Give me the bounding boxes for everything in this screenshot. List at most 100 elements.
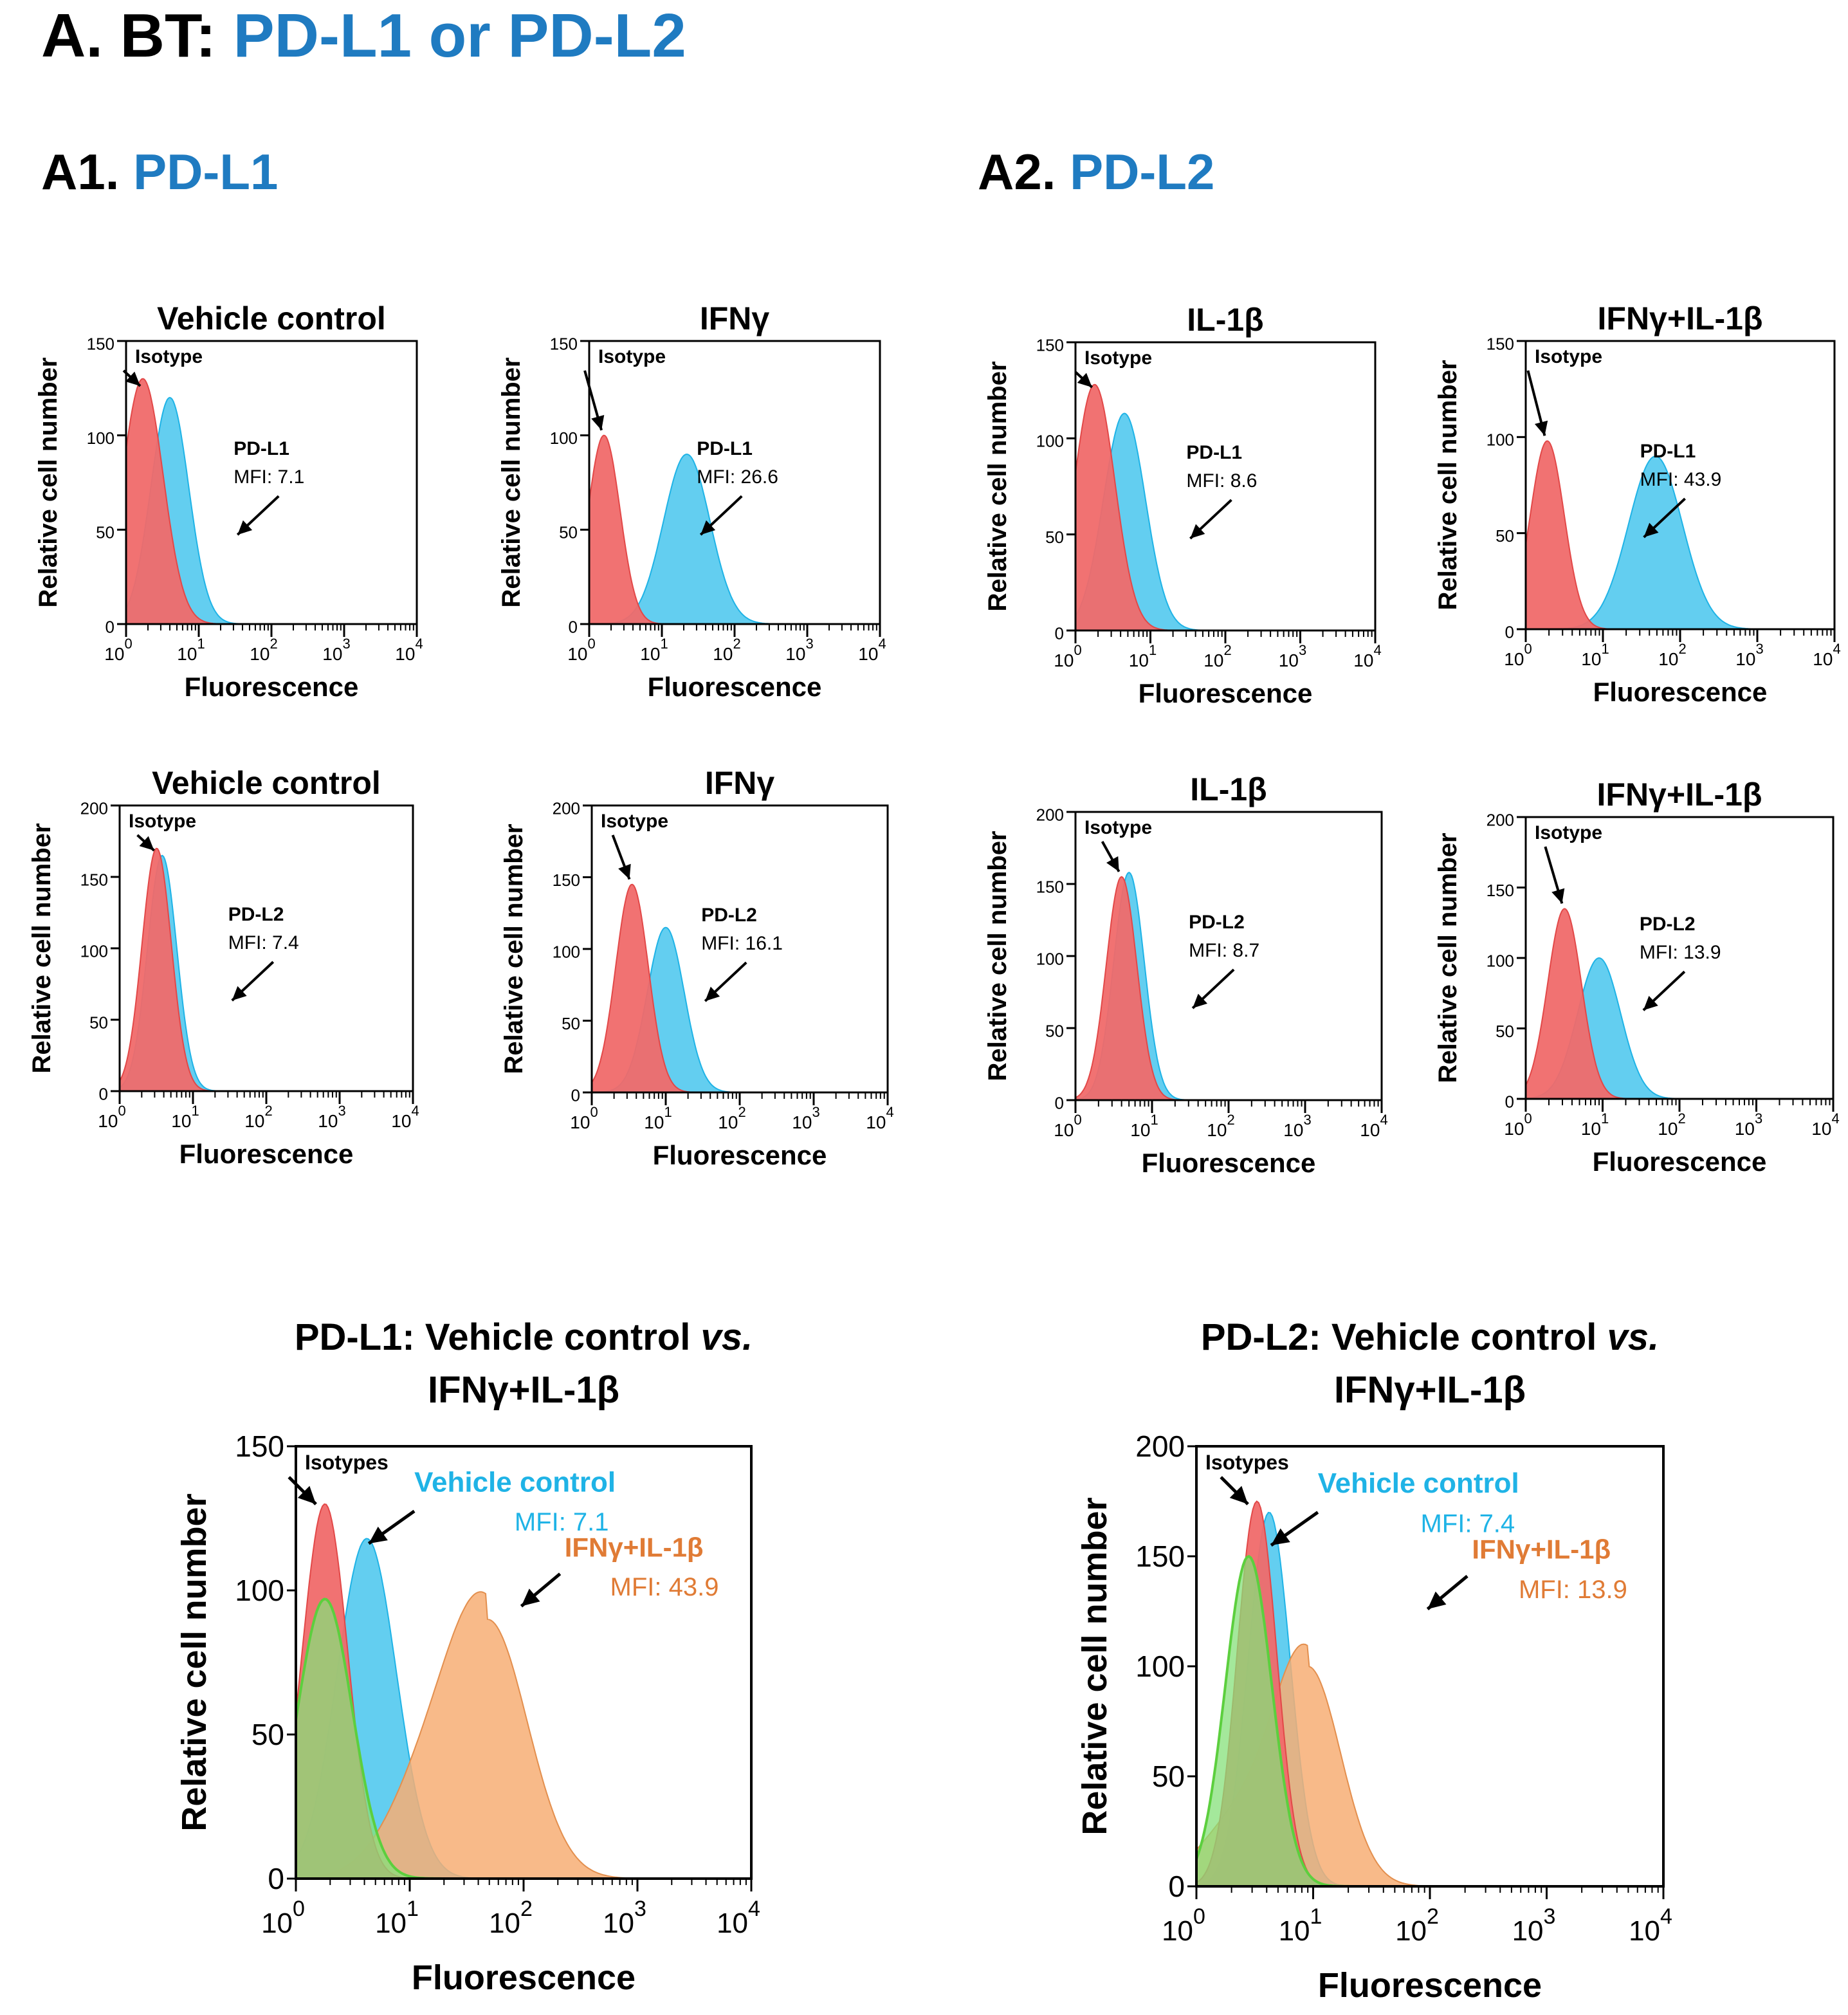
x-axis-label: Fluorescence xyxy=(648,672,822,702)
x-tick-label: 101 xyxy=(644,1104,672,1132)
chart-title: IL-1β xyxy=(1187,302,1263,338)
x-tick-label: 103 xyxy=(1283,1112,1311,1140)
x-tick-label: 103 xyxy=(318,1103,345,1131)
x-tick-label: 103 xyxy=(1735,641,1763,669)
combo-arrow-head xyxy=(1427,1591,1447,1610)
mfi-label: MFI: 8.6 xyxy=(1186,470,1257,492)
x-tick-label: 104 xyxy=(1353,642,1381,670)
x-tick-label: 101 xyxy=(640,636,668,664)
y-tick-label: 0 xyxy=(99,1084,108,1103)
mfi-label: MFI: 13.9 xyxy=(1640,942,1721,963)
y-tick-label: 50 xyxy=(96,523,114,542)
isotype-label: Isotype xyxy=(1535,822,1602,843)
y-tick-label: 50 xyxy=(1152,1760,1185,1793)
y-tick-label: 150 xyxy=(80,870,108,889)
marker-arrow-head xyxy=(1190,524,1205,539)
isotype-arrow-head xyxy=(1534,420,1548,436)
y-axis-label: Relative cell number xyxy=(175,1493,214,1831)
vehicle-mfi-label: MFI: 7.1 xyxy=(515,1508,609,1536)
isotype-label: Isotype xyxy=(129,811,196,832)
isotype-arrow-head xyxy=(139,836,154,851)
isotypes-arrow-head xyxy=(297,1486,316,1504)
chart-title: Vehicle control xyxy=(152,765,381,801)
x-tick-label: 104 xyxy=(395,636,423,664)
combo-mfi-label: MFI: 43.9 xyxy=(610,1573,719,1601)
section-a1-letter: A1. xyxy=(41,143,120,200)
isotype-label: Isotype xyxy=(598,346,666,367)
y-tick-label: 150 xyxy=(1036,877,1064,896)
x-tick-label: 104 xyxy=(858,636,886,664)
marker-arrow-head xyxy=(700,520,716,535)
chart-panel-7: IL-1β 0 50 100 150 200 100 101 102 103 104 Fluoresc… xyxy=(983,771,1388,1178)
y-tick-label: 150 xyxy=(1487,881,1514,900)
x-tick-label: 104 xyxy=(717,1897,760,1939)
y-tick-label: 0 xyxy=(571,1085,580,1105)
chart-panel-9: PD-L1: Vehicle control vs. IFNγ+IL-1β 0 50 1… xyxy=(175,1316,760,1997)
isotypes-arrow-head xyxy=(1229,1486,1249,1504)
y-axis-label: Relative cell number xyxy=(1075,1497,1114,1835)
y-tick-label: 0 xyxy=(105,617,114,636)
y-tick-label: 150 xyxy=(1036,335,1064,354)
x-tick-label: 101 xyxy=(1581,641,1609,669)
y-tick-label: 50 xyxy=(1496,526,1514,546)
y-tick-label: 0 xyxy=(1168,1870,1185,1903)
y-tick-label: 200 xyxy=(1487,810,1514,829)
histogram-isotype-2 xyxy=(1075,876,1382,1101)
isotype-arrow-head xyxy=(618,863,631,879)
y-axis-label: Relative cell number xyxy=(497,357,526,607)
marker-label: PD-L1 xyxy=(233,438,289,459)
x-tick-label: 102 xyxy=(713,636,740,664)
y-tick-label: 100 xyxy=(550,428,578,448)
chart-panel-3: IL-1β 0 50 100 150 100 101 102 103 104 Fluorescenc… xyxy=(983,302,1382,708)
mfi-label: MFI: 7.4 xyxy=(228,932,299,953)
chart-panel-6: IFNγ 0 50 100 150 200 100 101 102 103 104 Fluoresce… xyxy=(500,765,894,1170)
y-axis-label: Relative cell number xyxy=(983,361,1012,611)
marker-arrow-head xyxy=(1193,993,1208,1009)
chart-title: Vehicle control xyxy=(157,300,386,336)
chart-panel-2: IFNγ 0 50 100 150 100 101 102 103 104 Fluorescence… xyxy=(497,300,886,702)
x-tick-label: 102 xyxy=(718,1104,746,1132)
y-tick-label: 150 xyxy=(1487,334,1514,353)
marker-label: PD-L2 xyxy=(1189,912,1245,933)
histogram-isotype-2 xyxy=(1525,908,1833,1100)
x-tick-label: 101 xyxy=(1129,642,1157,670)
x-tick-label: 100 xyxy=(567,636,595,664)
x-tick-label: 102 xyxy=(244,1103,272,1131)
isotype-arrow-head xyxy=(591,415,605,430)
x-tick-label: 101 xyxy=(1130,1112,1158,1140)
y-tick-label: 0 xyxy=(1055,623,1064,643)
vehicle-arrow-head xyxy=(369,1526,388,1544)
y-tick-label: 50 xyxy=(89,1013,108,1032)
chart-title: IFNγ+IL-1β xyxy=(1598,300,1763,336)
y-tick-label: 50 xyxy=(562,1014,580,1033)
chart-title: PD-L1: Vehicle control vs. IFNγ+IL-1β xyxy=(295,1316,753,1411)
x-tick-label: 102 xyxy=(1207,1112,1234,1140)
y-tick-label: 0 xyxy=(1505,622,1514,641)
section-a2-title: PD-L2 xyxy=(1070,143,1215,200)
x-axis-label: Fluorescence xyxy=(1593,677,1768,707)
marker-label: PD-L1 xyxy=(697,438,753,459)
x-tick-label: 102 xyxy=(489,1897,533,1939)
x-axis-label: Fluorescence xyxy=(1142,1148,1316,1178)
x-tick-label: 103 xyxy=(1512,1904,1556,1947)
isotype-arrow-head xyxy=(1106,856,1119,872)
y-axis-label: Relative cell number xyxy=(983,831,1012,1081)
y-tick-label: 200 xyxy=(553,798,580,818)
marker-label: PD-L1 xyxy=(1186,442,1242,463)
isotypes-label: Isotypes xyxy=(1205,1451,1289,1474)
figure-heading-title: PD-L1 or PD-L2 xyxy=(233,1,686,70)
y-tick-label: 150 xyxy=(87,334,114,353)
x-tick-label: 100 xyxy=(261,1897,305,1939)
y-tick-label: 0 xyxy=(1055,1093,1064,1112)
x-tick-label: 100 xyxy=(1162,1904,1205,1947)
section-a1-heading: A1. PD-L1 xyxy=(41,147,278,197)
section-a2-heading: A2. PD-L2 xyxy=(978,147,1214,197)
chart-panel-5: Vehicle control 0 50 100 150 200 100 101 102 103 1… xyxy=(28,765,419,1169)
x-tick-label: 100 xyxy=(570,1104,598,1132)
y-axis-label: Relative cell number xyxy=(28,823,56,1073)
isotype-label: Isotype xyxy=(1084,347,1152,369)
x-tick-label: 102 xyxy=(1203,642,1231,670)
mfi-label: MFI: 26.6 xyxy=(697,466,778,488)
y-tick-label: 50 xyxy=(252,1718,284,1751)
combo-label: IFNγ+IL-1β xyxy=(1472,1534,1611,1564)
